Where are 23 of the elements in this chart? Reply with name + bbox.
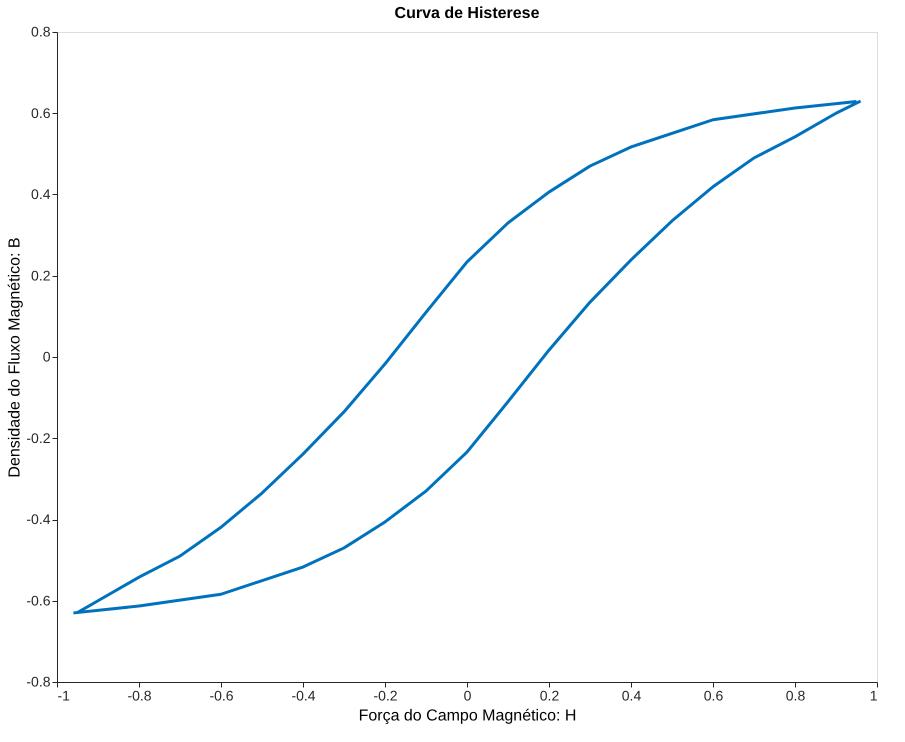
x-tick-label: -0.2	[373, 688, 398, 704]
x-tick-label: -0.8	[127, 688, 152, 704]
y-tick-label: -0.8	[26, 674, 51, 690]
y-tick-label: 0	[42, 348, 51, 364]
x-tick-label: 0.8	[786, 688, 806, 704]
x-tick-label: 0.2	[540, 688, 560, 704]
chart-title: Curva de Histerese	[394, 5, 540, 22]
y-tick-label: -0.4	[26, 511, 51, 527]
y-tick-label: 0.4	[31, 186, 51, 202]
y-tick-label: 0.6	[31, 104, 51, 121]
x-tick-label: 0.6	[704, 688, 724, 704]
x-tick-label: -0.6	[209, 688, 234, 704]
x-tick-label: 0	[464, 688, 472, 704]
y-tick-label: -0.6	[26, 592, 51, 608]
x-tick-label: -1	[58, 688, 70, 704]
y-tick-label: 0.2	[31, 267, 51, 284]
x-tick-label: 0.4	[622, 688, 642, 704]
y-axis-title: Densidade do Fluxo Magnético: B	[6, 237, 24, 478]
y-tick-label: -0.2	[26, 430, 51, 446]
x-tick-label: 1	[870, 688, 878, 704]
x-axis-title: Força do Campo Magnético: H	[358, 708, 576, 724]
x-tick-label: -0.4	[291, 688, 316, 704]
y-tick-label: 0.8	[31, 24, 51, 40]
